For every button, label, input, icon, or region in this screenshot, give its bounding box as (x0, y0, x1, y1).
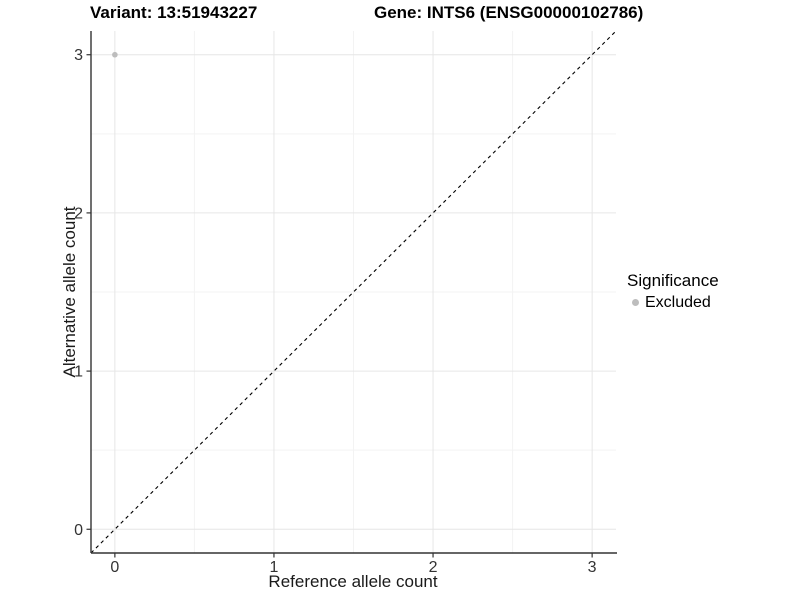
variant-title: Variant: 13:51943227 (90, 3, 258, 22)
gene-title: Gene: INTS6 (ENSG00000102786) (374, 3, 644, 22)
y-tick-label: 3 (74, 47, 83, 64)
x-axis-title: Reference allele count (268, 572, 438, 591)
y-tick-label: 0 (74, 522, 83, 539)
data-point (112, 51, 118, 58)
legend-item-excluded: Excluded (627, 293, 719, 312)
y-tick-label: 1 (74, 364, 83, 381)
x-tick-label: 1 (270, 559, 279, 576)
legend-point-marker (632, 299, 639, 306)
legend-item-label: Excluded (645, 294, 711, 311)
y-tick-label: 2 (74, 205, 83, 222)
x-tick-label: 2 (429, 559, 438, 576)
legend-title: Significance (627, 271, 719, 290)
identity-line (90, 30, 617, 554)
y-axis-title: Alternative allele count (60, 206, 79, 378)
x-tick-label: 3 (588, 559, 597, 576)
legend: Significance Excluded (627, 271, 719, 312)
x-tick-label: 0 (110, 559, 119, 576)
